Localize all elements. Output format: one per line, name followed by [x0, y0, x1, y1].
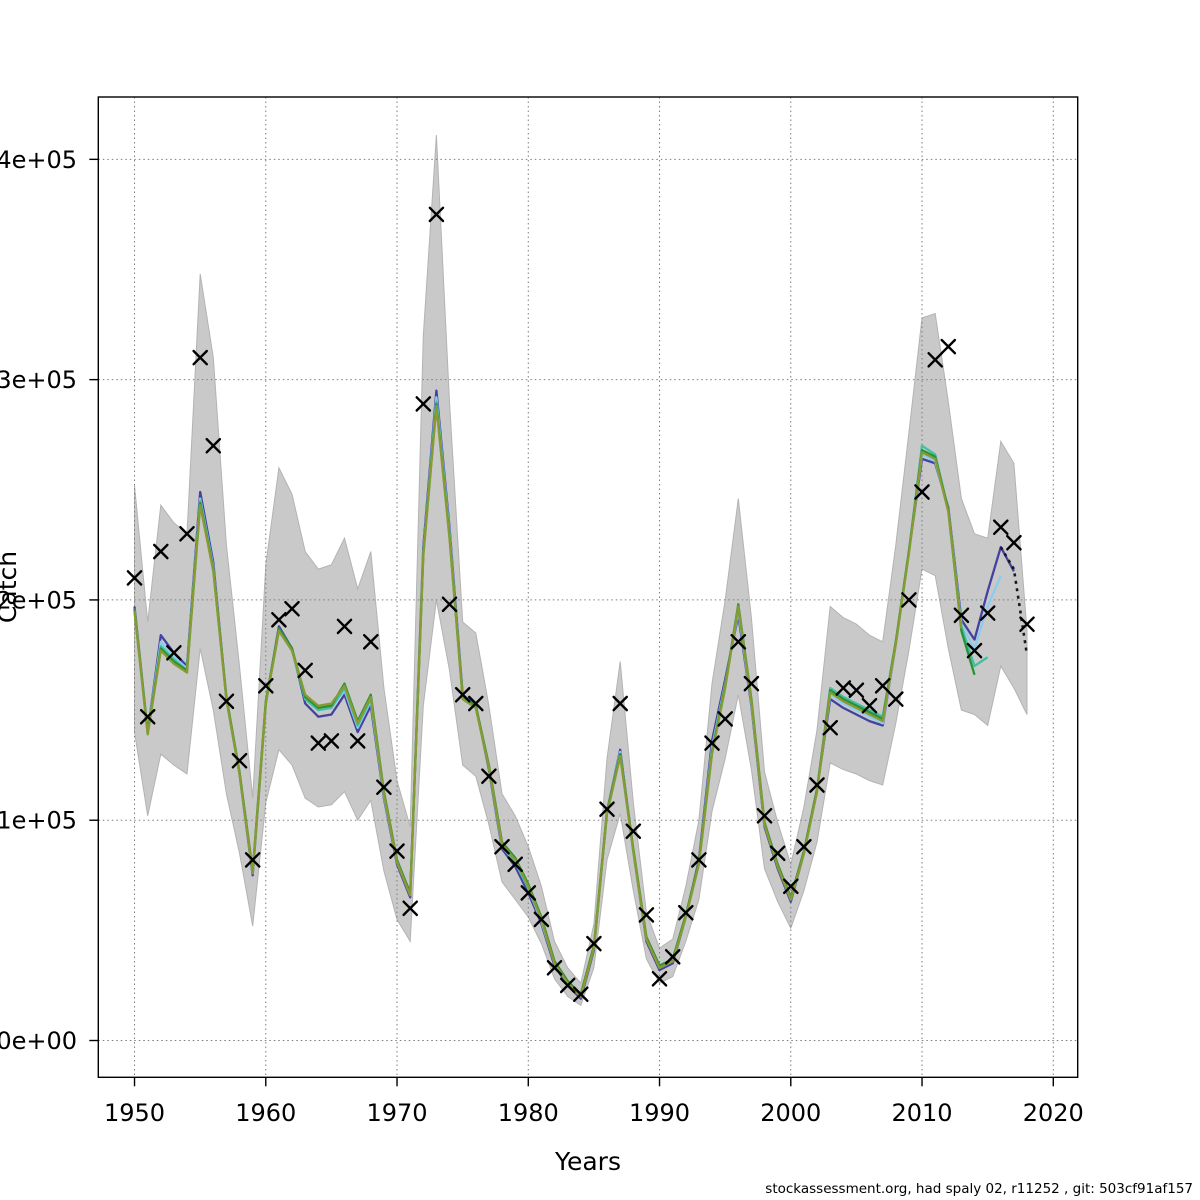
observed-mark	[533, 911, 550, 928]
observed-mark	[822, 719, 838, 736]
observed-mark	[494, 838, 510, 855]
x-tick-label: 1960	[235, 1099, 296, 1127]
observed-mark	[336, 618, 353, 635]
observed-mark	[205, 437, 222, 454]
observed-mark	[599, 801, 615, 817]
observed-mark	[271, 612, 287, 628]
observed-mark	[835, 680, 852, 696]
observed-mark	[376, 779, 392, 795]
observed-mark	[310, 735, 327, 751]
footer-attribution: stockassessment.org, had spaly 02, r1125…	[765, 1181, 1193, 1197]
observed-mark	[179, 526, 195, 542]
observed-mark	[166, 645, 182, 661]
observed-mark	[730, 634, 747, 650]
observed-mark	[783, 878, 799, 895]
observed-mark	[796, 838, 812, 855]
observed-mark	[192, 349, 208, 366]
observed-mark	[874, 678, 891, 694]
forecast-line	[999, 546, 1029, 656]
band-layer	[134, 135, 1028, 1007]
observed-mark	[651, 971, 668, 987]
observed-mark	[126, 570, 143, 586]
observed-mark	[349, 733, 366, 749]
fit-run-2013	[133, 404, 963, 998]
observed-mark	[586, 935, 602, 952]
observed-mark	[861, 697, 878, 714]
observed-mark	[454, 686, 471, 703]
observed-mark	[520, 885, 537, 901]
y-tick-label: 3e+05	[0, 366, 77, 394]
x-tick-label: 1980	[498, 1099, 559, 1127]
observed-mark	[415, 396, 432, 412]
observed-mark	[691, 852, 707, 868]
x-tick-label: 2010	[891, 1099, 952, 1127]
observed-mark	[717, 711, 733, 727]
x-tick-label: 1970	[366, 1099, 427, 1127]
observed-mark	[914, 484, 930, 500]
observed-mark	[139, 708, 156, 725]
x-tick-label: 1990	[629, 1099, 690, 1127]
grid-layer	[98, 97, 1078, 1078]
x-tick-label: 2000	[760, 1099, 821, 1127]
observed-mark	[546, 960, 563, 976]
observed-mark	[481, 768, 497, 784]
observed-mark	[809, 777, 825, 793]
y-tick-label: 0e+00	[0, 1027, 77, 1055]
observed-mark	[953, 607, 970, 624]
observed-mark	[743, 675, 760, 692]
x-tick-label: 2020	[1023, 1099, 1084, 1127]
axes-layer: 1950 1960 1970 1980 1990 2000 2010 2020 0e+00 1e+…	[0, 96, 1084, 1127]
observed-mark	[638, 907, 655, 923]
observed-mark	[363, 634, 379, 650]
confidence-band	[134, 135, 1028, 1007]
observed-mark	[625, 823, 642, 839]
observed-mark	[769, 845, 786, 862]
y-tick-label: 2e+05	[0, 586, 77, 614]
y-tick-label: 1e+05	[0, 807, 77, 835]
observed-mark	[573, 986, 589, 1002]
observed-mark	[993, 519, 1009, 535]
observed-mark	[1019, 616, 1035, 632]
observed-mark	[402, 900, 418, 917]
observed-mark	[244, 852, 261, 868]
observed-mark	[468, 695, 484, 712]
observed-mark	[966, 642, 983, 659]
observed-mark	[848, 682, 865, 698]
observed-mark	[940, 338, 957, 355]
observed-mark	[297, 662, 313, 679]
plot-border	[97, 96, 1079, 1078]
observed-mark	[284, 600, 300, 617]
marks-layer	[126, 206, 1035, 1002]
observed-mark	[1006, 534, 1022, 551]
observed-mark	[323, 733, 340, 749]
observed-mark	[664, 949, 681, 965]
observed-mark	[678, 904, 694, 921]
observed-mark	[927, 352, 943, 368]
observed-mark	[258, 678, 274, 694]
observed-mark	[153, 543, 169, 560]
observed-mark	[559, 977, 576, 994]
x-axis-title: Years	[554, 1147, 621, 1176]
observed-mark	[979, 605, 996, 621]
observed-mark	[704, 735, 720, 751]
observed-mark	[888, 691, 904, 707]
observed-mark	[441, 596, 458, 613]
observed-mark	[756, 808, 773, 824]
observed-mark	[389, 843, 405, 859]
observed-mark	[901, 592, 917, 608]
y-tick-label: 4e+05	[0, 146, 77, 174]
y-axis-title: Catch	[0, 551, 22, 623]
observed-mark	[218, 693, 235, 710]
observed-mark	[428, 206, 445, 223]
x-tick-label: 1950	[104, 1099, 165, 1127]
observed-mark	[612, 695, 628, 712]
observed-mark	[507, 856, 523, 873]
observed-mark	[231, 752, 248, 769]
